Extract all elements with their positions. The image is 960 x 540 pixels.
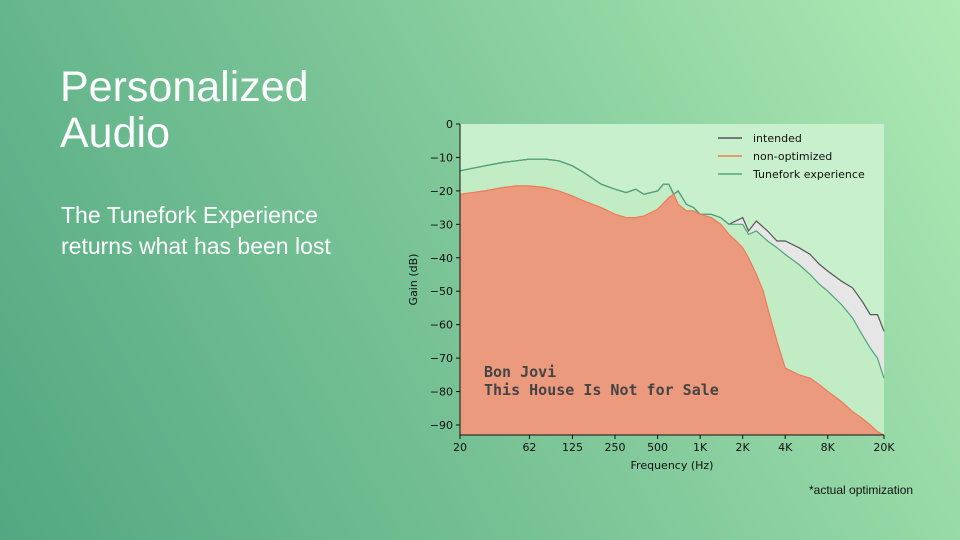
x-tick-label: 125	[562, 441, 583, 454]
y-tick-label: −30	[430, 218, 453, 231]
x-tick-label: 2K	[736, 441, 751, 454]
x-tick-label: 62	[522, 441, 536, 454]
x-tick-label: 20	[453, 441, 467, 454]
slide-title: Personalized Audio	[60, 64, 420, 156]
annotation-song: This House Is Not for Sale	[484, 381, 719, 399]
line-non-optimized	[459, 185, 885, 436]
area-layer	[460, 159, 884, 435]
x-tick-label: 500	[647, 441, 668, 454]
x-tick-label: 4K	[778, 441, 793, 454]
x-tick-label: 250	[605, 441, 626, 454]
y-tick-label: −90	[430, 419, 453, 432]
y-tick-label: −20	[430, 185, 453, 198]
line-layer	[459, 158, 885, 436]
slide-title-line1: Personalized	[60, 63, 309, 111]
y-tick-label: 0	[446, 118, 453, 131]
footnote: *actual optimization	[809, 483, 914, 497]
legend-label: non-optimized	[753, 150, 832, 163]
legend: intended non-optimized Tunefork experience	[718, 132, 865, 181]
slide-subtitle: The Tunefork Experience returns what has…	[61, 202, 331, 259]
legend-label: intended	[753, 132, 802, 145]
y-tick-label: −50	[430, 285, 453, 298]
area-non-optimized	[460, 185, 884, 435]
x-tick-label: 20K	[873, 441, 895, 454]
x-axis-label: Frequency (Hz)	[631, 459, 714, 472]
line-tunefork-experience	[459, 158, 885, 379]
x-tick-label: 8K	[821, 441, 836, 454]
y-tick-label: −80	[430, 386, 453, 399]
y-axis-label: Gain (dB)	[407, 254, 420, 306]
y-tick-label: −60	[430, 319, 453, 332]
y-tick-label: −40	[430, 252, 453, 265]
slide-title-line2: Audio	[60, 109, 170, 157]
x-tick-label: 1K	[693, 441, 708, 454]
axes	[459, 124, 884, 436]
annotation-artist: Bon Jovi	[484, 363, 556, 381]
y-tick-label: −70	[430, 352, 453, 365]
y-tick-label: −10	[430, 151, 453, 164]
legend-label: Tunefork experience	[752, 168, 865, 181]
